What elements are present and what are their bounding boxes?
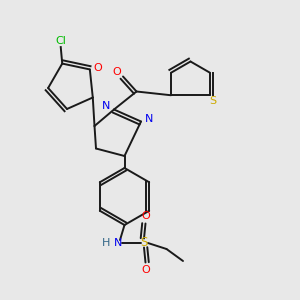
Text: O: O	[141, 265, 150, 275]
Text: H: H	[102, 238, 111, 248]
Text: S: S	[140, 236, 148, 250]
Text: O: O	[141, 211, 150, 221]
Text: O: O	[93, 63, 102, 73]
Text: N: N	[145, 114, 154, 124]
Text: N: N	[114, 238, 123, 248]
Text: O: O	[112, 67, 122, 77]
Text: N: N	[102, 101, 111, 111]
Text: S: S	[209, 96, 217, 106]
Text: Cl: Cl	[55, 36, 66, 46]
